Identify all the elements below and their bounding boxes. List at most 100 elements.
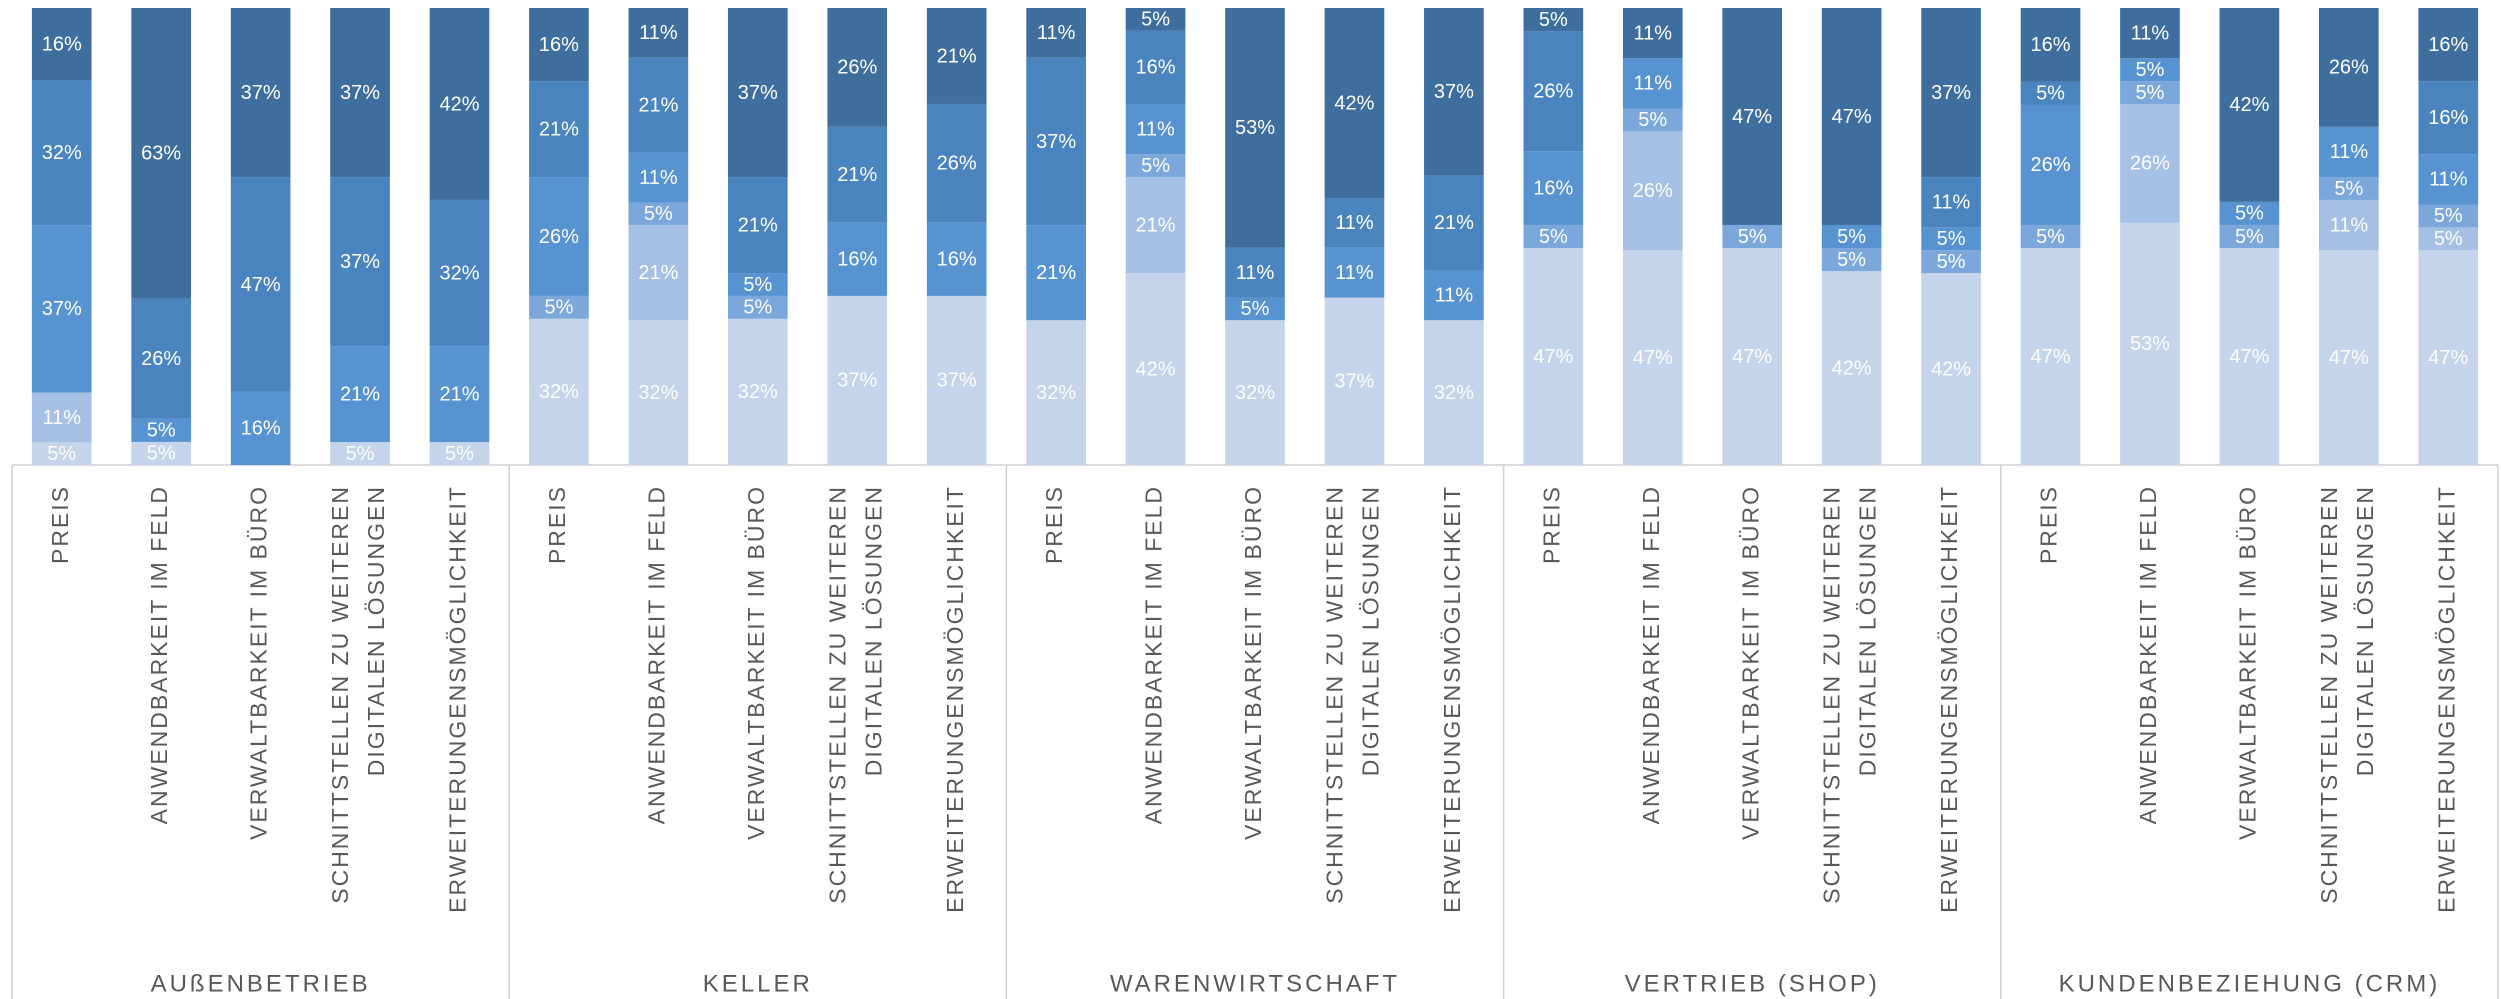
value-label: 5%: [1539, 9, 1568, 31]
bar-segment: [131, 8, 191, 299]
value-label: 21%: [439, 383, 479, 405]
category-label: DIGITALEN LÖSUNGEN: [860, 485, 886, 776]
bar-segment: [330, 346, 390, 443]
value-label: 11%: [2330, 214, 2369, 236]
bar-segment: [2319, 177, 2379, 200]
bar-segment: [2319, 8, 2379, 127]
value-label: 32%: [638, 382, 678, 404]
bar-segment: [1622, 108, 1683, 132]
category-label: ERWEITERUNGENSMÖGLICHKEIT: [2433, 485, 2459, 913]
value-label: 26%: [539, 226, 579, 248]
value-label: 16%: [1533, 177, 1573, 199]
bar-segment: [1722, 224, 1783, 249]
value-label: 37%: [241, 82, 281, 104]
bar-segment: [1324, 8, 1385, 199]
value-label: 11%: [1136, 118, 1175, 140]
value-label: 63%: [141, 143, 181, 165]
value-label: 21%: [638, 262, 678, 284]
category-label: VERWALTBARKEIT IM BÜRO: [246, 485, 272, 840]
bar-segment: [1424, 270, 1484, 321]
value-label: 42%: [1832, 357, 1872, 379]
value-label: 11%: [639, 22, 678, 44]
bar-segment: [529, 8, 589, 82]
value-label: 11%: [2429, 169, 2468, 191]
bar-segment: [1821, 224, 1882, 249]
bar-segment: [2020, 104, 2081, 225]
value-label: 37%: [340, 251, 380, 273]
bar-segment: [2418, 81, 2479, 155]
value-label: 21%: [539, 118, 579, 140]
bar-segment: [2319, 199, 2379, 251]
category-label: SCHNITTSTELLEN ZU WEITEREN: [2316, 485, 2342, 904]
bar-segment: [2319, 250, 2379, 465]
bar-segment: [1622, 131, 1683, 251]
bar-segment: [1821, 271, 1882, 465]
category-label: SCHNITTSTELLEN ZU WEITEREN: [1819, 485, 1845, 904]
bar-segment: [1324, 247, 1385, 298]
bar-segment: [727, 318, 788, 465]
bar-segment: [2418, 8, 2479, 82]
category-label: ANWENDBARKEIT IM FELD: [2135, 485, 2161, 824]
bar-segment: [2020, 8, 2081, 82]
category-label: ERWEITERUNGENSMÖGLICHKEIT: [1439, 485, 1465, 913]
value-label: 11%: [2131, 22, 2170, 44]
value-label: 5%: [346, 443, 375, 465]
value-label: 11%: [1335, 262, 1374, 284]
bar-segment: [628, 8, 689, 58]
value-label: 5%: [2136, 59, 2165, 81]
value-label: 5%: [743, 274, 772, 296]
value-label: 11%: [2330, 141, 2369, 163]
category-label: PREIS: [47, 485, 73, 564]
value-label: 5%: [2136, 82, 2165, 104]
value-label: 37%: [738, 82, 778, 104]
value-label: 26%: [2031, 154, 2071, 176]
value-label: 32%: [1434, 382, 1474, 404]
value-label: 5%: [1837, 249, 1866, 271]
bar-segment: [31, 80, 92, 226]
bar-segment: [1026, 8, 1086, 58]
bar-segment: [2319, 126, 2379, 178]
value-label: 21%: [340, 383, 380, 405]
category-label: VERWALTBARKEIT IM BÜRO: [2234, 485, 2260, 840]
bar-segment: [131, 298, 191, 419]
bar-segment: [2020, 248, 2081, 465]
bar-segment: [1424, 8, 1484, 176]
bar-segment: [429, 8, 490, 200]
value-label: 32%: [738, 381, 778, 403]
bar-segment: [1523, 8, 1584, 32]
bar-segment: [31, 442, 92, 465]
value-label: 47%: [1633, 347, 1673, 369]
category-label: DIGITALEN LÖSUNGEN: [2352, 485, 2378, 776]
value-label: 26%: [937, 153, 977, 175]
bar-segment: [1324, 297, 1385, 465]
bar-segment: [926, 295, 987, 465]
bar-segment: [2219, 8, 2280, 202]
category-label: ANWENDBARKEIT IM FELD: [146, 485, 172, 824]
bar-segment: [1125, 30, 1186, 104]
value-label: 11%: [1633, 22, 1672, 44]
value-label: 37%: [42, 298, 82, 320]
bar-segment: [2120, 103, 2180, 223]
bar-segment: [31, 392, 92, 443]
value-label: 5%: [1638, 109, 1667, 131]
group-label: KELLER: [703, 970, 813, 997]
group-label: KUNDENBEZIEHUNG (CRM): [2059, 970, 2441, 997]
category-label: VERWALTBARKEIT IM BÜRO: [1737, 485, 1763, 840]
value-label: 42%: [1931, 358, 1971, 380]
bar-segment: [2418, 204, 2479, 228]
category-label: PREIS: [1538, 485, 1564, 564]
bar-segment: [1921, 227, 1981, 251]
bar-segment: [429, 199, 490, 347]
bar-segment: [1921, 8, 1981, 178]
value-label: 37%: [1036, 131, 1076, 153]
group-label: AUßENBETRIEB: [151, 970, 371, 997]
bar-segment: [2219, 248, 2280, 465]
category-label: ANWENDBARKEIT IM FELD: [1638, 485, 1664, 824]
category-label: ANWENDBARKEIT IM FELD: [643, 485, 669, 824]
value-label: 47%: [1832, 106, 1872, 128]
bar-segment: [1523, 31, 1584, 152]
value-label: 5%: [644, 203, 673, 225]
bar-segment: [2219, 224, 2280, 249]
bar-segment: [727, 295, 788, 319]
